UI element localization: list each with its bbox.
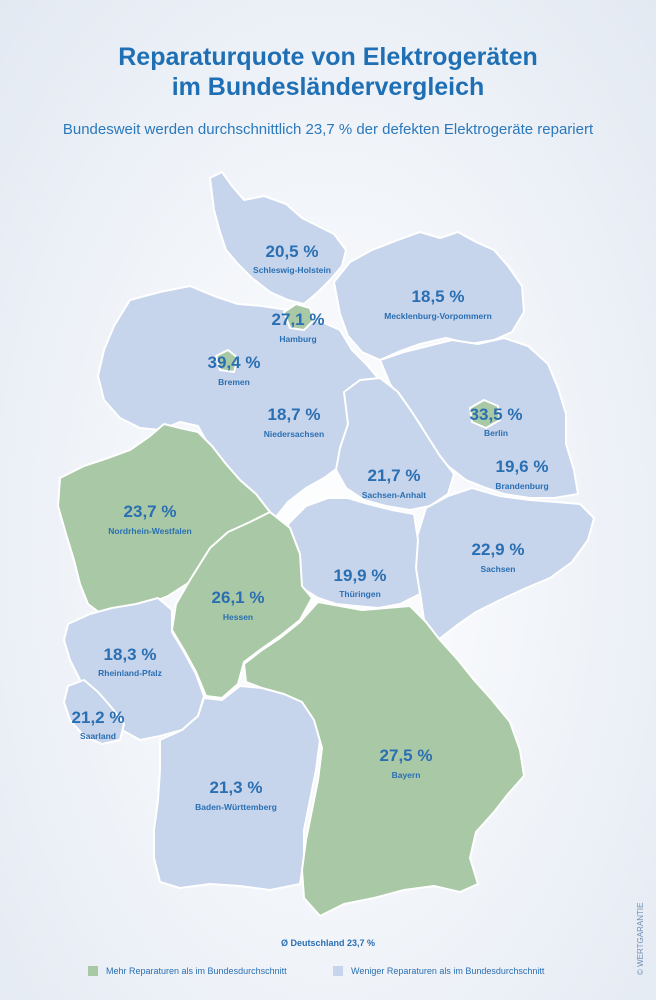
- state-by[interactable]: [243, 601, 525, 917]
- state-ni[interactable]: [97, 285, 379, 523]
- state-he[interactable]: [171, 511, 313, 699]
- label-name-bb: Brandenburg: [495, 481, 548, 491]
- state-sl[interactable]: [63, 679, 125, 745]
- legend-swatch-above: [88, 966, 98, 976]
- label-value-by: 27,5 %: [380, 746, 433, 765]
- label-name-hb: Bremen: [218, 377, 250, 387]
- label-name-hh: Hamburg: [279, 334, 316, 344]
- legend-swatch-below: [333, 966, 343, 976]
- legend-below: Weniger Reparaturen als im Bundesdurchsc…: [333, 966, 544, 976]
- label-value-nw: 23,7 %: [124, 502, 177, 521]
- state-bw[interactable]: [153, 685, 321, 891]
- credit: © WERTGARANTIE: [636, 902, 645, 975]
- label-name-be: Berlin: [484, 428, 508, 438]
- label-value-sh: 20,5 %: [266, 242, 319, 261]
- label-value-he: 26,1 %: [212, 588, 265, 607]
- label-value-ni: 18,7 %: [268, 405, 321, 424]
- label-value-th: 19,9 %: [334, 566, 387, 585]
- label-value-hh: 27,1 %: [272, 310, 325, 329]
- state-sn[interactable]: [413, 487, 595, 641]
- label-name-sn: Sachsen: [481, 564, 516, 574]
- state-mv[interactable]: [333, 231, 525, 361]
- state-hh[interactable]: [283, 303, 315, 331]
- label-value-mv: 18,5 %: [412, 287, 465, 306]
- label-value-be: 33,5 %: [470, 405, 523, 424]
- state-hb[interactable]: [215, 349, 239, 373]
- legend-above: Mehr Reparaturen als im Bundesdurchschni…: [88, 966, 287, 976]
- label-name-sl: Saarland: [80, 731, 116, 741]
- label-value-bw: 21,3 %: [210, 778, 263, 797]
- legend-label-above: Mehr Reparaturen als im Bundesdurchschni…: [106, 966, 287, 976]
- label-value-st: 21,7 %: [368, 466, 421, 485]
- label-name-nw: Nordrhein-Westfalen: [108, 526, 191, 536]
- label-name-ni: Niedersachsen: [264, 429, 324, 439]
- label-name-rp: Rheinland-Pfalz: [98, 668, 162, 678]
- subtitle: Bundesweit werden durchschnittlich 23,7 …: [62, 121, 594, 138]
- title-line-1: Reparaturquote von Elektrogeräten: [118, 43, 538, 71]
- label-name-sh: Schleswig-Holstein: [253, 265, 331, 275]
- label-name-mv: Mecklenburg-Vorpommern: [384, 311, 492, 321]
- legend-label-below: Weniger Reparaturen als im Bundesdurchsc…: [351, 966, 545, 976]
- label-value-bb: 19,6 %: [496, 457, 549, 476]
- label-value-hb: 39,4 %: [208, 353, 261, 372]
- label-value-rp: 18,3 %: [104, 645, 157, 664]
- label-name-st: Sachsen-Anhalt: [362, 490, 426, 500]
- label-value-sl: 21,2 %: [72, 708, 125, 727]
- title-line-2: im Bundesländervergleich: [171, 73, 485, 101]
- state-be[interactable]: [469, 399, 501, 429]
- label-value-sn: 22,9 %: [472, 540, 525, 559]
- label-name-th: Thüringen: [339, 589, 381, 599]
- national-average: Ø Deutschland 23,7 %: [280, 938, 376, 948]
- label-name-he: Hessen: [223, 612, 253, 622]
- label-name-bw: Baden-Württemberg: [195, 802, 277, 812]
- page-title: Reparaturquote von Elektrogeräten im Bun…: [0, 42, 656, 102]
- label-name-by: Bayern: [392, 770, 421, 780]
- state-sh[interactable]: [209, 171, 347, 305]
